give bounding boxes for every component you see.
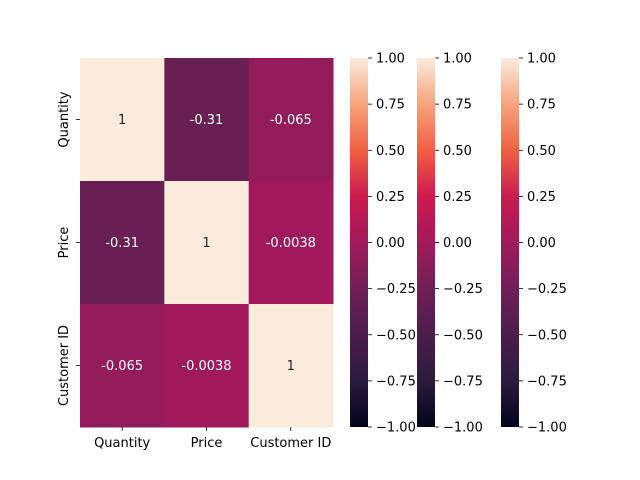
- colorbar-tick-label: −1.00: [443, 421, 483, 436]
- colorbars: 1.00 0.75 0.50 0.25 0.00 −0.25 −0.50 −0.75 −1.00…: [350, 52, 567, 436]
- heatmap-cell: [248, 58, 334, 182]
- cell-value-label: 1: [118, 113, 126, 128]
- heatmap-cell: [80, 304, 165, 428]
- colorbar-tick-label: −0.50: [376, 328, 416, 343]
- cell-value-label: -0.31: [105, 236, 139, 251]
- colorbar: 1.00 0.75 0.50 0.25 0.00 −0.25 −0.50 −0.75 −1.00: [501, 52, 567, 436]
- cell-value-label: -0.0038: [266, 236, 316, 251]
- colorbar-tick-label: −1.00: [376, 421, 416, 436]
- heatmap-cell: [248, 304, 334, 428]
- colorbar-tick-label: 1.00: [376, 52, 405, 67]
- x-tick-label: Customer ID: [250, 436, 331, 451]
- colorbar-tick-label: 0.75: [527, 98, 556, 113]
- colorbar-tick-label: 0.25: [376, 190, 405, 205]
- colorbar-tick-label: 0.50: [376, 144, 405, 159]
- colorbar-tick-label: −0.75: [376, 374, 416, 389]
- heatmap-cells: 1 -0.31 -0.065 -0.31 1 -0.0038 -0.065 -0.0038 1: [80, 58, 334, 428]
- colorbar-tick-label: 1.00: [527, 52, 556, 67]
- colorbar-tick-label: −0.25: [443, 282, 483, 297]
- heatmap-cell: [248, 181, 334, 305]
- y-tick-label: Customer ID: [57, 325, 72, 406]
- colorbar: 1.00 0.75 0.50 0.25 0.00 −0.25 −0.50 −0.75 −1.00: [417, 52, 483, 436]
- cell-value-label: -0.0038: [181, 359, 231, 374]
- colorbar-tick-label: 0.00: [443, 236, 472, 251]
- colorbar-tick-label: 0.50: [527, 144, 556, 159]
- cell-value-label: 1: [202, 236, 210, 251]
- colorbar-tick-label: −0.75: [527, 374, 567, 389]
- cell-value-label: 1: [287, 359, 295, 374]
- y-tick-label: Price: [57, 227, 72, 259]
- x-tick-label: Quantity: [94, 436, 150, 451]
- colorbar-gradient: [417, 58, 435, 427]
- cell-value-label: -0.065: [270, 113, 312, 128]
- cell-value-label: -0.31: [190, 113, 224, 128]
- colorbar-gradient: [350, 58, 368, 427]
- colorbar-tick-label: 0.00: [527, 236, 556, 251]
- colorbar-tick-label: 0.25: [443, 190, 472, 205]
- heatmap-cell: [164, 58, 250, 182]
- colorbar-tick-label: 0.00: [376, 236, 405, 251]
- cell-value-label: -0.065: [101, 359, 143, 374]
- heatmap-cell: [164, 304, 250, 428]
- colorbar-tick-label: −0.50: [443, 328, 483, 343]
- heatmap-cell: [80, 181, 165, 305]
- colorbar-tick-label: 1.00: [443, 52, 472, 67]
- colorbar-tick-label: 0.75: [443, 98, 472, 113]
- heatmap-cell: [80, 58, 165, 182]
- colorbar-tick-label: −0.50: [527, 328, 567, 343]
- colorbar-gradient: [501, 58, 519, 427]
- colorbar-tick-label: 0.75: [376, 98, 405, 113]
- col-labels: Quantity Price Customer ID: [94, 427, 331, 451]
- colorbar-tick-label: −1.00: [527, 421, 567, 436]
- colorbar-tick-label: −0.25: [527, 282, 567, 297]
- y-tick-label: Quantity: [57, 91, 72, 147]
- colorbar-tick-label: −0.25: [376, 282, 416, 297]
- colorbar-tick-label: 0.50: [443, 144, 472, 159]
- heatmap-cell: [164, 181, 250, 305]
- colorbar-tick-label: 0.25: [527, 190, 556, 205]
- colorbar-tick-label: −0.75: [443, 374, 483, 389]
- colorbar: 1.00 0.75 0.50 0.25 0.00 −0.25 −0.50 −0.75 −1.00: [350, 52, 416, 436]
- x-tick-label: Price: [191, 436, 223, 451]
- row-labels: Quantity Price Customer ID: [57, 91, 80, 406]
